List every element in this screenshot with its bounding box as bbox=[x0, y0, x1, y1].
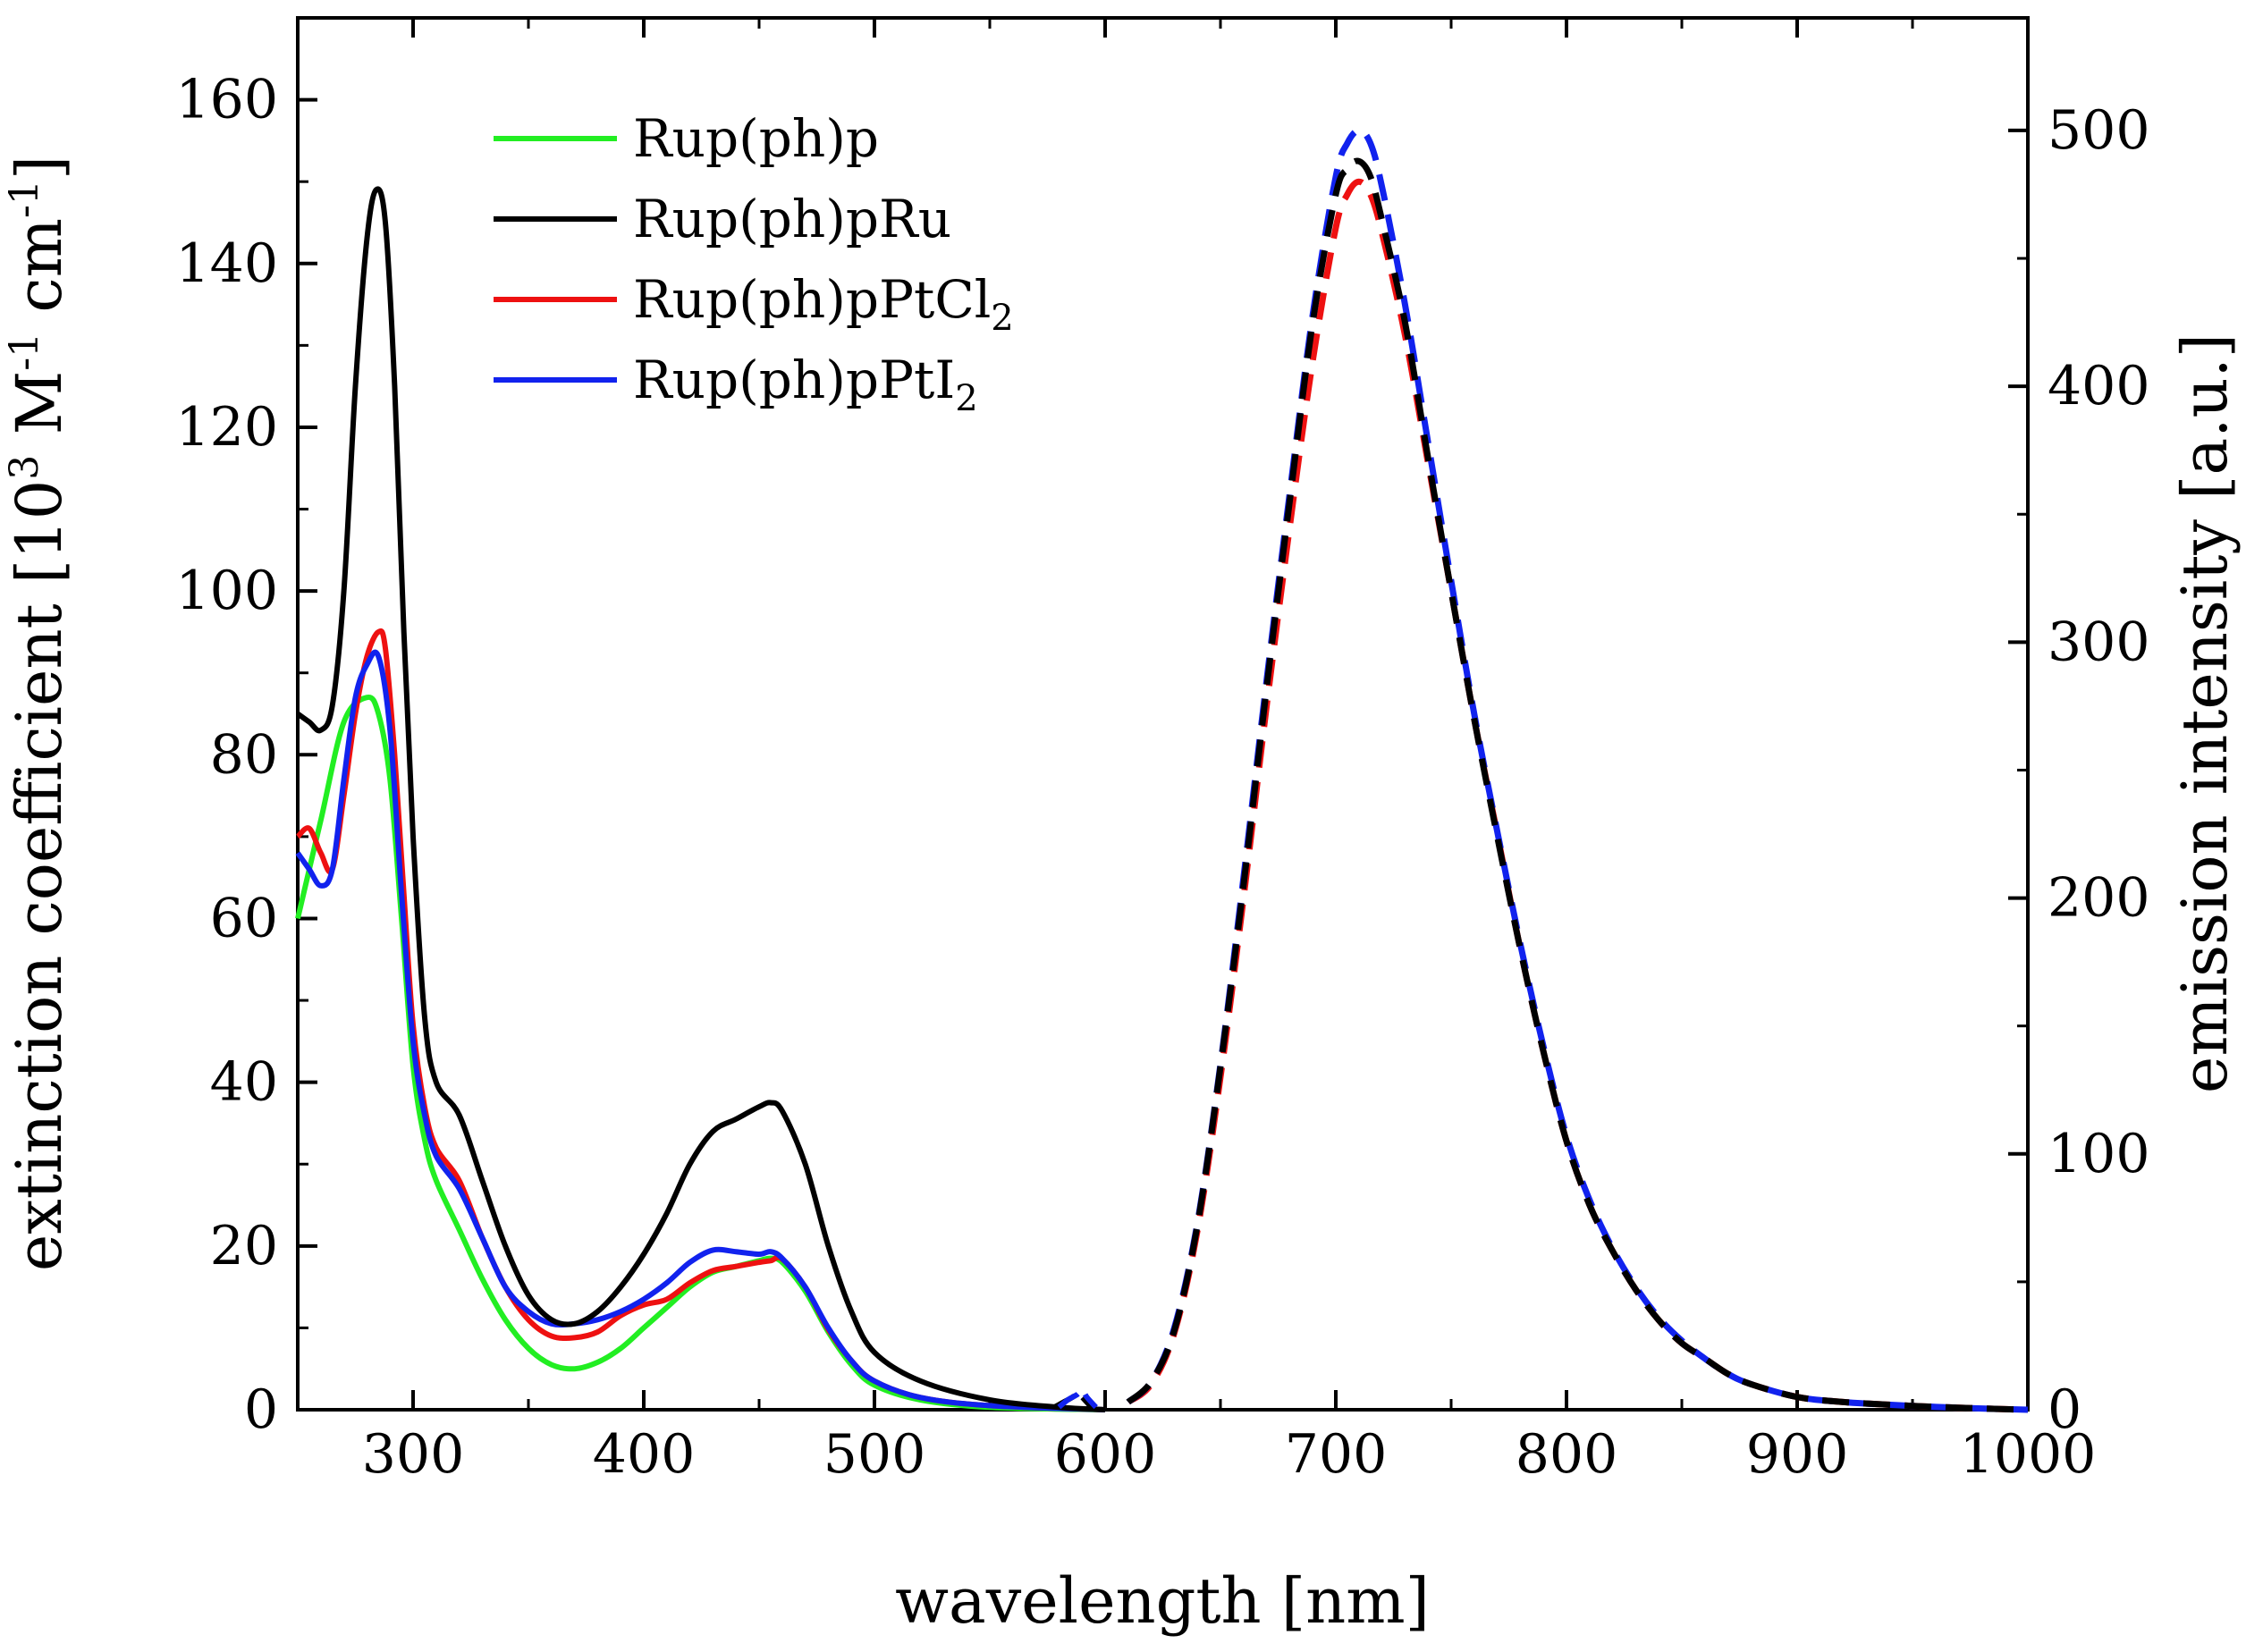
y2-tick-label: 400 bbox=[2048, 355, 2150, 417]
absorption-line-rup-ph-pptcl2 bbox=[295, 628, 1106, 1412]
y-axis-title-sup1: 3 bbox=[2, 455, 47, 480]
y-tick-label: 20 bbox=[210, 1215, 278, 1277]
y-tick-label: 0 bbox=[244, 1378, 278, 1441]
y-axis-title-mid2: cm bbox=[3, 218, 76, 333]
x-tick-label: 800 bbox=[1516, 1423, 1618, 1486]
legend: Rup(ph)p Rup(ph)pRu Rup(ph)pPtCl2 Rup(ph… bbox=[494, 108, 1014, 419]
y-tick-label: 120 bbox=[175, 396, 278, 459]
x-tick-label: 500 bbox=[823, 1423, 926, 1486]
y-tick-label: 140 bbox=[175, 232, 278, 295]
legend-label-rup-ph-ppti2: Rup(ph)pPtI2 bbox=[633, 350, 978, 419]
series-layer bbox=[295, 127, 2029, 1413]
x-tick-label: 900 bbox=[1746, 1423, 1849, 1486]
y-axis-title-mid: M bbox=[3, 371, 76, 455]
y-axis-title-main: extinction coefficient [10 bbox=[3, 480, 76, 1271]
x-tick-label: 300 bbox=[362, 1423, 465, 1486]
emission-line-rup-ph-pru bbox=[1126, 157, 2029, 1413]
legend-label-rup-ph-pru: Rup(ph)pRu bbox=[633, 189, 951, 249]
plot-frame bbox=[296, 16, 2030, 1412]
y-tick-label: 80 bbox=[210, 723, 278, 786]
ticks-layer: 300 400 500 600 700 800 900 1000020406080100120… bbox=[175, 16, 2150, 1486]
emission-artifact-1 bbox=[1057, 1386, 1098, 1410]
y-tick-label: 160 bbox=[175, 69, 278, 131]
y2-tick-label: 500 bbox=[2048, 99, 2150, 162]
x-tick-label: 1000 bbox=[1960, 1423, 2097, 1486]
y2-tick-label: 200 bbox=[2048, 867, 2150, 930]
x-tick-label: 700 bbox=[1285, 1423, 1388, 1486]
absorption-line-rup-ph-ppti2 bbox=[295, 649, 1106, 1412]
y2-tick-label: 0 bbox=[2048, 1378, 2081, 1441]
y-axis-title: extinction coefficient [103 M-1 cm-1] bbox=[2, 156, 76, 1271]
y2-axis-title: emission intensity [a.u.] bbox=[2168, 333, 2242, 1093]
legend-label-rup-ph-pptcl2: Rup(ph)pPtCl2 bbox=[633, 269, 1014, 339]
emission-line-rup-ph-pptcl2 bbox=[1126, 178, 2029, 1413]
y-axis-title-end: ] bbox=[3, 156, 76, 180]
y-axis-title-sup2: -1 bbox=[2, 333, 47, 371]
y2-tick-label: 100 bbox=[2048, 1123, 2150, 1185]
absorption-line-rup-ph-pru bbox=[296, 186, 1106, 1412]
x-axis-title: wavelength [nm] bbox=[895, 1564, 1430, 1638]
y-tick-label: 100 bbox=[175, 560, 278, 622]
y2-tick-label: 300 bbox=[2048, 611, 2150, 673]
x-tick-label: 400 bbox=[593, 1423, 696, 1486]
y-tick-label: 40 bbox=[210, 1051, 278, 1114]
legend-label-rup-ph-p: Rup(ph)p bbox=[633, 108, 879, 169]
y-axis-title-sup3: -1 bbox=[2, 180, 47, 218]
y-tick-label: 60 bbox=[210, 887, 278, 949]
emission-line-rup-ph-ppti2 bbox=[1126, 127, 2029, 1413]
x-tick-label: 600 bbox=[1054, 1423, 1157, 1486]
